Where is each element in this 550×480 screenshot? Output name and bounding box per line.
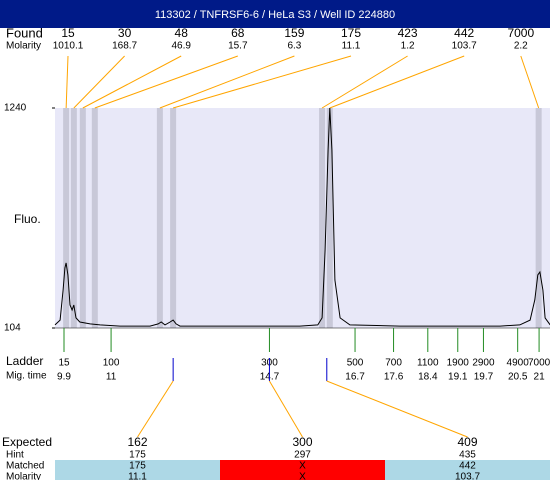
cell-bg xyxy=(55,460,220,480)
peak-connector xyxy=(65,55,69,109)
ladder-size: 1900 xyxy=(447,358,470,369)
found-size: 68 xyxy=(231,26,245,40)
cell-hint: 435 xyxy=(459,450,476,461)
peak-connector xyxy=(329,55,465,109)
found-size: 175 xyxy=(341,26,361,40)
ladder-size: 7000 xyxy=(528,358,550,369)
title: 113302 / TNFRSF6-6 / HeLa S3 / Well ID 2… xyxy=(155,9,395,21)
peak-band xyxy=(91,108,98,328)
row-label: Molarity xyxy=(6,472,41,480)
ladder-size: 700 xyxy=(385,358,402,369)
title-bar xyxy=(0,0,550,28)
peak-connector xyxy=(73,55,125,109)
trace xyxy=(54,107,550,327)
cell-matched: X xyxy=(299,461,306,472)
ladder-label: Ladder xyxy=(6,354,43,368)
found-molarity: 1010.1 xyxy=(53,41,84,52)
peak-connector xyxy=(520,55,540,109)
cell-hint: 297 xyxy=(294,450,311,461)
row-label: Hint xyxy=(6,450,24,461)
found-molarity: 46.9 xyxy=(171,41,191,52)
ladder-time: 19.7 xyxy=(474,372,494,383)
cell-matched: 175 xyxy=(129,461,146,472)
peak-band xyxy=(63,108,70,328)
ladder-time: 18.4 xyxy=(418,372,438,383)
molarity-label: Molarity xyxy=(6,41,41,52)
found-molarity: 103.7 xyxy=(452,41,477,52)
cell-matched: 442 xyxy=(459,461,476,472)
cell-bg xyxy=(220,460,385,480)
cell-hint: 175 xyxy=(129,450,146,461)
ladder-time: 16.7 xyxy=(345,372,365,383)
peak-connector xyxy=(82,55,182,109)
peak-connector xyxy=(159,55,295,109)
found-molarity: 6.3 xyxy=(287,41,301,52)
cell-molarity: 11.1 xyxy=(128,472,147,480)
ladder-time: 17.6 xyxy=(384,372,404,383)
found-molarity: 2.2 xyxy=(514,41,528,52)
match-connector xyxy=(326,380,468,438)
cell-bg xyxy=(385,460,550,480)
cell-molarity: 103.7 xyxy=(455,472,480,480)
row-label: Expected xyxy=(2,435,52,449)
found-molarity: 15.7 xyxy=(228,41,248,52)
ladder-time: 21 xyxy=(534,372,546,383)
peak-band xyxy=(70,108,77,328)
ladder-size: 2900 xyxy=(472,358,495,369)
found-size: 442 xyxy=(454,26,474,40)
peak-band xyxy=(535,108,542,328)
match-connector xyxy=(137,380,174,438)
cell-expected: 409 xyxy=(457,435,477,449)
plot-area xyxy=(55,108,550,328)
ladder-size: 500 xyxy=(347,358,364,369)
cell-molarity: X xyxy=(299,472,306,480)
peak-connector xyxy=(321,55,408,109)
time-label: Mig. time xyxy=(6,371,47,382)
found-size: 15 xyxy=(61,26,75,40)
ladder-size: 1100 xyxy=(417,358,439,369)
y-tick-label: 1240 xyxy=(4,103,27,114)
ladder-size: 4900 xyxy=(507,358,530,369)
found-molarity: 168.7 xyxy=(112,41,137,52)
found-size: 7000 xyxy=(507,26,534,40)
peak-band xyxy=(156,108,163,328)
cell-expected: 300 xyxy=(292,435,312,449)
ladder-time: 11 xyxy=(106,372,117,383)
row-label: Matched xyxy=(6,461,44,472)
found-size: 30 xyxy=(118,26,132,40)
peak-band xyxy=(170,108,177,328)
ladder-time: 9.9 xyxy=(57,372,71,383)
match-connector xyxy=(269,380,303,438)
peak-connector xyxy=(94,55,238,109)
found-molarity: 1.2 xyxy=(401,41,415,52)
peak-band xyxy=(326,108,333,328)
cell-expected: 162 xyxy=(127,435,147,449)
peak-band xyxy=(79,108,86,328)
y-tick-label: 104 xyxy=(4,323,21,334)
found-size: 423 xyxy=(398,26,418,40)
peak-connector xyxy=(172,55,352,109)
ladder-time: 20.5 xyxy=(508,372,528,383)
found-molarity: 11.1 xyxy=(342,41,361,52)
ladder-size: 100 xyxy=(103,358,120,369)
found-size: 159 xyxy=(284,26,304,40)
peak-band xyxy=(319,108,326,328)
found-label: Found xyxy=(6,25,43,40)
found-size: 48 xyxy=(175,26,189,40)
ladder-size: 15 xyxy=(58,358,70,369)
ladder-time: 19.1 xyxy=(448,372,468,383)
y-axis-label: Fluo. xyxy=(14,212,41,226)
